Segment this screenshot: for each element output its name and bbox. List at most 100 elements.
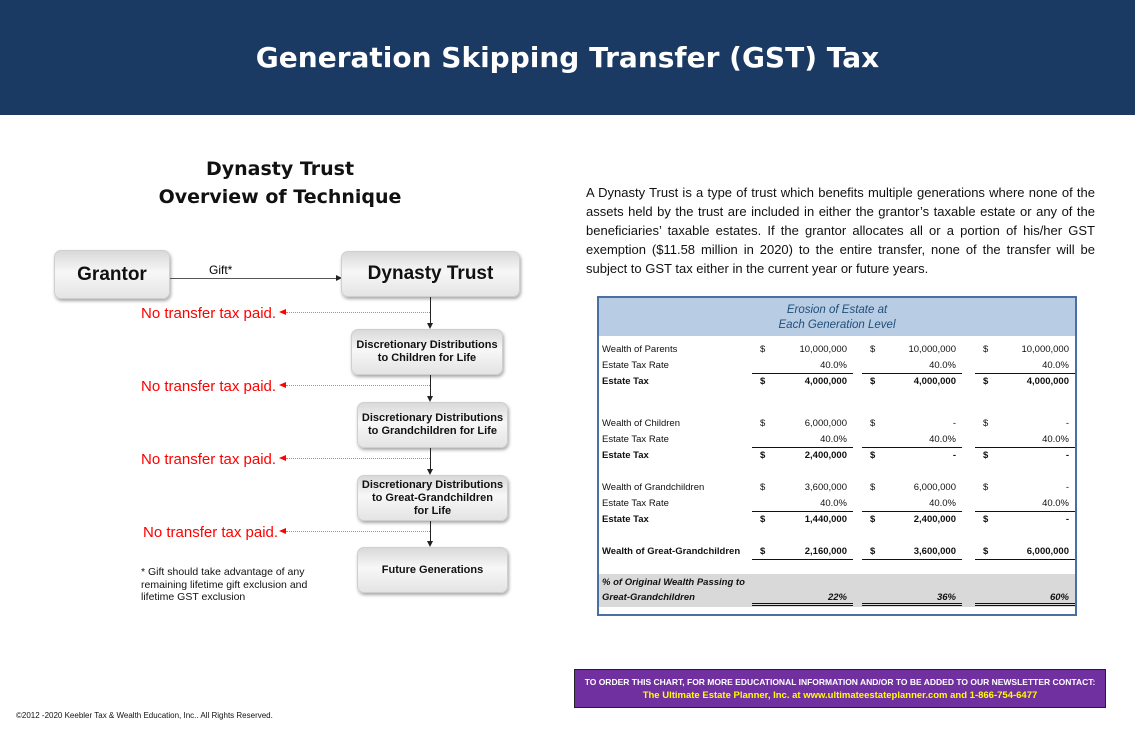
cell-value: - [1065, 418, 1069, 429]
grantor-box: Grantor [54, 250, 170, 299]
table-cell: $6,000,000 [862, 482, 962, 496]
table-cell: 22% [752, 592, 853, 606]
currency-symbol: $ [760, 514, 766, 525]
currency-symbol: $ [870, 482, 876, 493]
currency-symbol: $ [760, 344, 766, 355]
box-line: Discretionary Distributions [356, 339, 498, 351]
table-cell: $2,400,000 [752, 450, 853, 464]
table-cell: 40.0% [862, 434, 962, 448]
box-line: Discretionary Distributions [361, 478, 504, 491]
table-cell: 40.0% [975, 360, 1075, 374]
cell-value: 1,440,000 [804, 514, 847, 525]
connector-line [430, 521, 431, 545]
no-tax-label: No transfer tax paid. [143, 524, 279, 541]
cell-value: 3,600,000 [804, 482, 847, 493]
dynasty-trust-box: Dynasty Trust [341, 251, 520, 297]
table-cell: $2,400,000 [862, 514, 962, 528]
cell-value: 4,000,000 [1026, 376, 1069, 387]
cell-value: - [952, 450, 956, 461]
page-title: Generation Skipping Transfer (GST) Tax [255, 41, 880, 74]
currency-symbol: $ [870, 344, 876, 355]
no-tax-label: No transfer tax paid. [141, 378, 277, 395]
subtitle-line: Overview of Technique [158, 186, 402, 208]
cell-value: 4,000,000 [804, 376, 847, 387]
row-label: Estate Tax [602, 376, 649, 387]
contact-link[interactable]: The Ultimate Estate Planner, Inc. at www… [642, 690, 1038, 701]
cell-value: 40.0% [1042, 498, 1069, 509]
cell-value: 10,000,000 [1021, 344, 1069, 355]
subtitle-line: Dynasty Trust [205, 158, 355, 180]
table-cell: 40.0% [752, 360, 853, 374]
table-row: Wealth of Grandchildren $3,600,000 $6,000,… [599, 482, 1075, 496]
arrow-down-icon [427, 469, 433, 475]
row-label: Wealth of Grandchildren [602, 482, 705, 493]
currency-symbol: $ [870, 418, 876, 429]
currency-symbol: $ [760, 482, 766, 493]
table-cell: 40.0% [862, 360, 962, 374]
cell-value: 4,000,000 [913, 376, 956, 387]
row-label: Great-Grandchildren [602, 592, 695, 603]
currency-symbol: $ [870, 376, 876, 387]
great-grandchildren-box: Discretionary Distributions to Great-Gran… [357, 475, 508, 521]
grandchildren-box: Discretionary Distributions to Grandchild… [357, 402, 508, 448]
table-cell: $4,000,000 [752, 376, 853, 390]
currency-symbol: $ [870, 546, 876, 557]
arrow-down-icon [427, 323, 433, 329]
cell-value: 60% [1049, 592, 1069, 603]
box-line: for Life [413, 504, 452, 517]
gift-arrow-line [170, 278, 338, 279]
red-arrow-icon [279, 528, 286, 534]
dynasty-trust-label: Dynasty Trust [367, 263, 494, 284]
table-cell: $10,000,000 [862, 344, 962, 358]
red-arrow-icon [279, 309, 286, 315]
box-line: Discretionary Distributions [361, 412, 504, 424]
gift-footnote: * Gift should take advantage of any rema… [141, 566, 308, 603]
table-cell: $10,000,000 [975, 344, 1075, 358]
table-row-percent: % of Original Wealth Passing to Great-Gr… [599, 577, 1075, 606]
table-cell: $3,600,000 [862, 546, 962, 560]
table-cell: $10,000,000 [752, 344, 853, 358]
row-label: Estate Tax [602, 514, 649, 525]
currency-symbol: $ [760, 546, 766, 557]
box-line: to Children for Life [377, 352, 477, 364]
currency-symbol: $ [760, 376, 766, 387]
cell-value: - [952, 418, 956, 429]
grantor-label: Grantor [77, 263, 147, 285]
table-row: Estate Tax Rate 40.0% 40.0% 40.0% [599, 434, 1075, 448]
row-label: % of Original Wealth Passing to [602, 577, 745, 588]
table-cell: 40.0% [975, 498, 1075, 512]
future-generations-label: Future Generations [381, 563, 484, 576]
table-cell: $ - [975, 450, 1075, 464]
table-row: Wealth of Great-Grandchildren $2,160,000 $… [599, 546, 1075, 560]
row-label: Wealth of Parents [602, 344, 678, 355]
table-cell: $ - [975, 514, 1075, 528]
cell-value: 36% [936, 592, 956, 603]
currency-symbol: $ [983, 344, 989, 355]
cell-value: 40.0% [929, 360, 956, 371]
table-cell: $2,160,000 [752, 546, 853, 560]
description-text: A Dynasty Trust is a type of trust which… [586, 185, 1095, 276]
cell-value: 6,000,000 [804, 418, 847, 429]
currency-symbol: $ [983, 482, 989, 493]
table-cell: $1,440,000 [752, 514, 853, 528]
cell-value: 10,000,000 [908, 344, 956, 355]
cell-value: 40.0% [929, 434, 956, 445]
cell-value: 10,000,000 [799, 344, 847, 355]
table-cell: 40.0% [975, 434, 1075, 448]
cell-value: 40.0% [1042, 360, 1069, 371]
table-cell: 40.0% [862, 498, 962, 512]
currency-symbol: $ [983, 546, 989, 557]
currency-symbol: $ [983, 450, 989, 461]
cell-value: 2,400,000 [804, 450, 847, 461]
table-cell: $ - [975, 418, 1075, 432]
currency-symbol: $ [760, 418, 766, 429]
red-arrow-icon [279, 455, 286, 461]
table-row: Wealth of Parents $10,000,000 $10,000,000 $… [599, 344, 1075, 358]
table-cell: 36% [862, 592, 962, 606]
row-label: Estate Tax Rate [602, 498, 669, 509]
currency-symbol: $ [870, 514, 876, 525]
cell-value: 40.0% [820, 498, 847, 509]
row-label: Estate Tax Rate [602, 434, 669, 445]
cell-value: 40.0% [1042, 434, 1069, 445]
currency-symbol: $ [870, 450, 876, 461]
